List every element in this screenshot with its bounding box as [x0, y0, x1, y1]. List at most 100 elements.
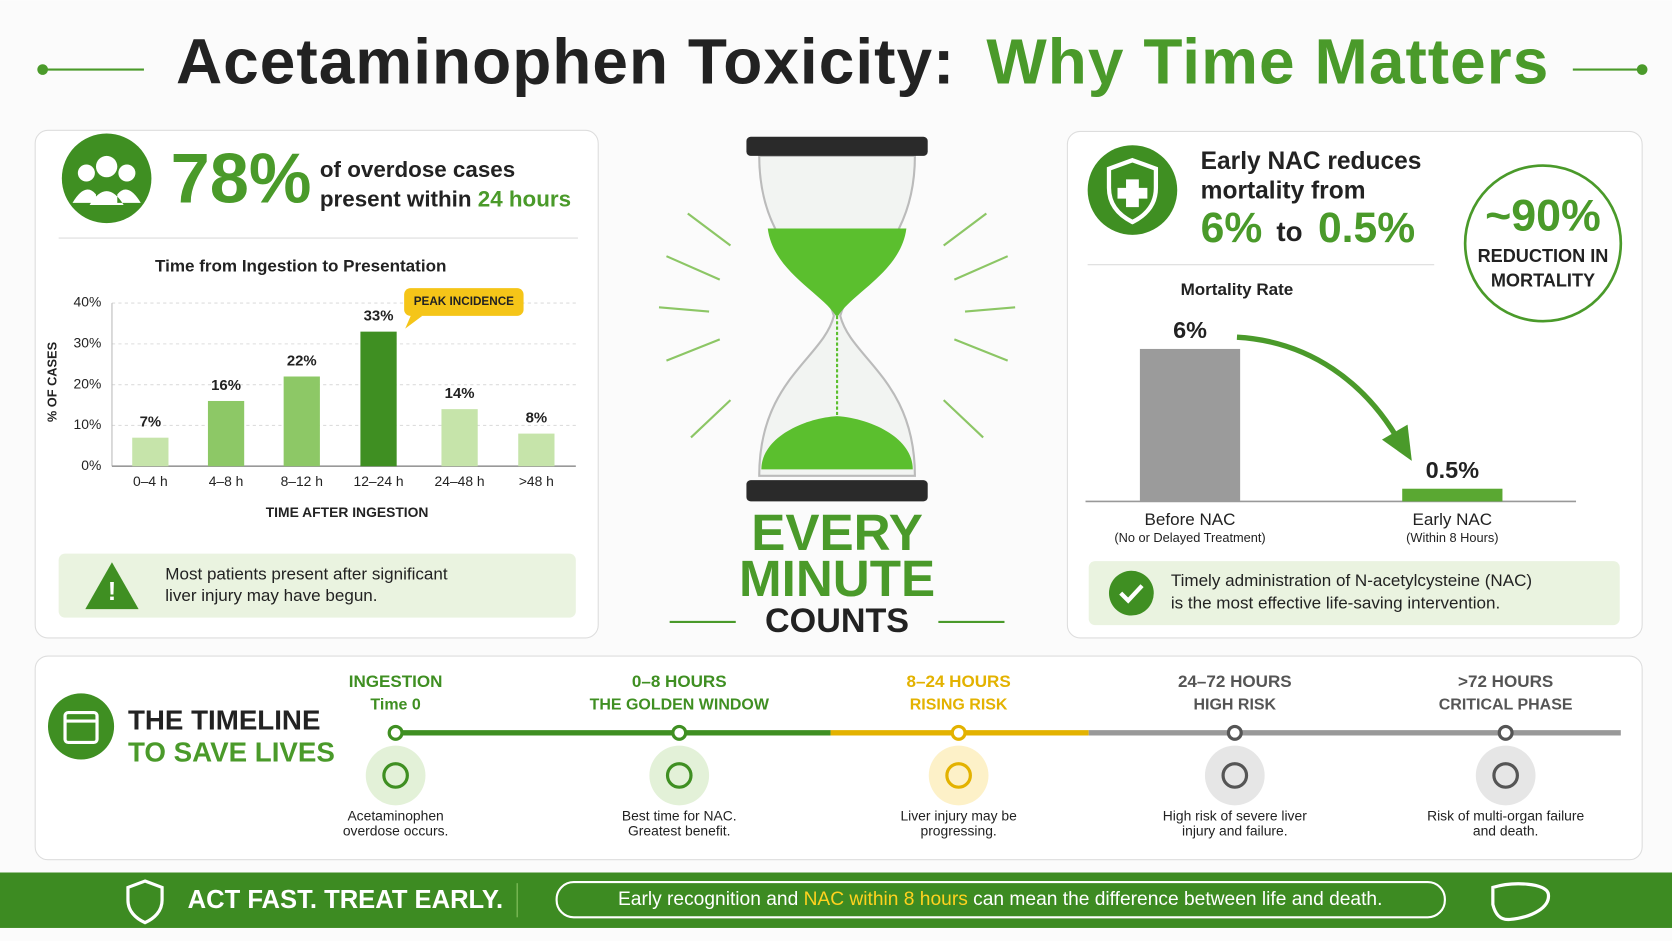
- title: Acetaminophen Toxicity:: [176, 25, 954, 97]
- stage-title: 8–24 HOURS: [907, 672, 1011, 691]
- message-box: [555, 881, 1446, 919]
- stage-icon-mark: [1221, 762, 1249, 789]
- stage-node: [671, 724, 688, 741]
- shield-icon: [126, 879, 164, 925]
- stage-icon: [365, 745, 426, 806]
- value-label: 0.5%: [1426, 457, 1480, 483]
- y-tick-label: 20%: [74, 375, 102, 391]
- stage-icon-mark: [945, 762, 972, 789]
- stat-text: present within: [320, 187, 478, 212]
- stage-subtitle: THE GOLDEN WINDOW: [590, 696, 770, 713]
- value-label: 14%: [445, 385, 475, 402]
- people-icon: [61, 133, 152, 224]
- stat-highlight: 24 hours: [478, 187, 571, 212]
- chart-title: Mortality Rate: [1181, 280, 1294, 299]
- stage-subtitle: HIGH RISK: [1194, 696, 1277, 713]
- annotation-pointer: [405, 313, 423, 329]
- calendar-icon: [47, 693, 115, 760]
- nac-value: 0.5%: [1318, 204, 1415, 252]
- x-tick-label: >48 h: [519, 473, 554, 489]
- title-highlight: Why Time Matters: [986, 25, 1548, 97]
- stage-title: >72 HOURS: [1458, 672, 1553, 691]
- warning-icon: !: [85, 562, 139, 610]
- x-tick-label: Before NAC: [1145, 510, 1236, 529]
- stage-desc: overdose occurs.: [343, 823, 449, 839]
- bar: [441, 409, 478, 467]
- bar: [1139, 348, 1241, 502]
- stage-title: INGESTION: [349, 672, 443, 691]
- stage-desc: Acetaminophen: [347, 808, 443, 824]
- x-tick-sublabel: (Within 8 Hours): [1406, 530, 1498, 545]
- value-label: 33%: [364, 308, 394, 325]
- bar: [132, 437, 169, 467]
- stage-subtitle: CRITICAL PHASE: [1439, 696, 1573, 713]
- slogan: MINUTE: [739, 550, 935, 607]
- x-tick-label: 24–48 h: [435, 473, 485, 489]
- note-text: is the most effective life-saving interv…: [1171, 593, 1500, 612]
- value-label: 7%: [140, 414, 162, 431]
- annotation: PEAK INCIDENCE: [414, 295, 514, 308]
- y-tick-label: 30%: [74, 335, 102, 351]
- stage-desc: High risk of severe liver: [1163, 808, 1307, 824]
- reduction-circle: [1463, 164, 1623, 323]
- bar: [518, 433, 555, 467]
- bar: [283, 376, 320, 467]
- stage-node: [387, 724, 404, 741]
- value-label: 22%: [287, 353, 317, 370]
- y-tick-label: 40%: [74, 294, 102, 310]
- slogan: COUNTS: [765, 602, 909, 640]
- stage-icon: [649, 745, 710, 806]
- x-tick-label: 12–24 h: [353, 473, 403, 489]
- svg-text:!: !: [108, 578, 117, 606]
- stage-title: 24–72 HOURS: [1178, 672, 1292, 691]
- value-label: 6%: [1173, 317, 1207, 343]
- stat-text: of overdose cases: [320, 157, 515, 182]
- value-label: 8%: [526, 410, 548, 427]
- stage-node: [950, 724, 967, 741]
- stage-node: [1497, 724, 1514, 741]
- stage-desc: Greatest benefit.: [628, 823, 730, 839]
- stage-icon: [1204, 745, 1265, 806]
- y-tick-label: 10%: [74, 416, 102, 432]
- stage-icon-mark: [665, 762, 693, 789]
- arrow: [1236, 334, 1400, 439]
- stage-icon-mark: [382, 762, 409, 789]
- value-label: 16%: [211, 377, 241, 394]
- warning-box: [58, 553, 576, 618]
- reduction-text: MORTALITY: [1491, 271, 1595, 291]
- x-tick-label: 0–4 h: [133, 473, 168, 489]
- annotation-box: [404, 288, 524, 316]
- y-axis-label: % OF CASES: [45, 341, 60, 422]
- reduction-text: REDUCTION IN: [1478, 246, 1609, 266]
- stage-title: 0–8 HOURS: [632, 672, 727, 691]
- bar: [1402, 488, 1503, 502]
- nac-text: to: [1276, 216, 1302, 247]
- stat-value: 78%: [171, 138, 312, 217]
- stage-node: [1226, 724, 1243, 741]
- footer-highlight: NAC within 8 hours: [804, 889, 968, 910]
- warning-text: liver injury may have begun.: [165, 586, 377, 605]
- arrow-head: [1381, 424, 1412, 461]
- footer-message: Early recognition and NAC within 8 hours…: [618, 889, 1382, 910]
- nac-text: Early NAC reduces: [1201, 148, 1422, 175]
- panel: [34, 655, 1643, 861]
- stage-subtitle: Time 0: [370, 696, 420, 713]
- stage-desc: and death.: [1473, 823, 1539, 839]
- stage-desc: injury and failure.: [1182, 823, 1288, 839]
- stage-icon: [928, 745, 989, 806]
- stage-desc: Best time for NAC.: [622, 808, 737, 824]
- x-tick-sublabel: (No or Delayed Treatment): [1114, 530, 1265, 545]
- nac-value: 6%: [1201, 204, 1263, 252]
- footer-message: Early recognition and: [618, 889, 804, 910]
- x-tick-label: 8–12 h: [281, 473, 323, 489]
- chart-title: Time from Ingestion to Presentation: [155, 256, 446, 275]
- slogan: EVERY: [751, 504, 923, 561]
- note-box: [1088, 561, 1620, 626]
- hourglass: [658, 136, 1016, 502]
- stage-desc: Liver injury may be: [900, 808, 1017, 824]
- nac-text: mortality from: [1201, 178, 1366, 205]
- stage-icon: [1475, 745, 1536, 806]
- note-text: Timely administration of N-acetylcystein…: [1171, 571, 1532, 590]
